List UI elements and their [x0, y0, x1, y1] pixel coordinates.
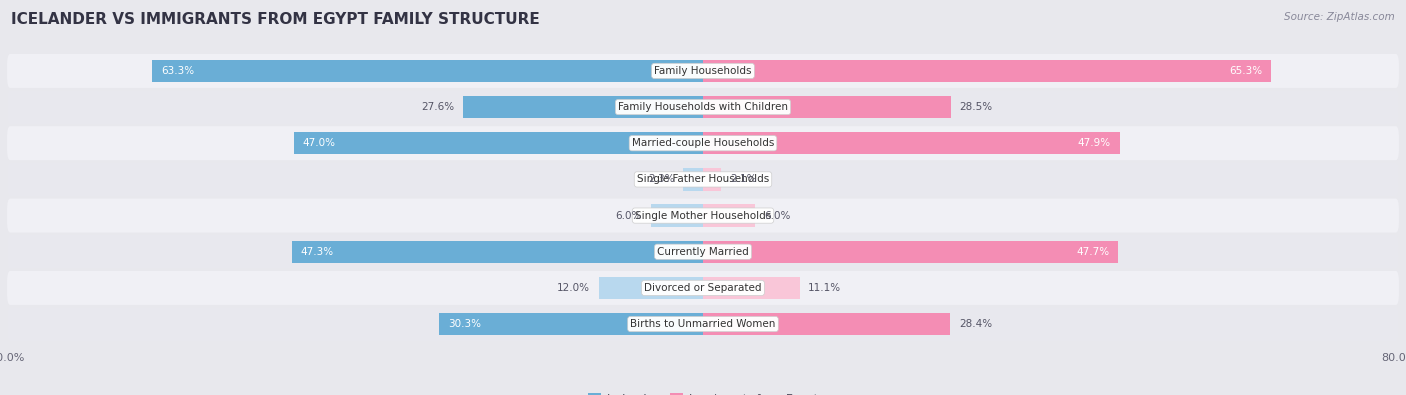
Text: 2.1%: 2.1%	[730, 175, 756, 184]
FancyBboxPatch shape	[7, 162, 1399, 196]
Bar	[651, 204, 703, 227]
Bar	[703, 277, 800, 299]
Text: Family Households with Children: Family Households with Children	[619, 102, 787, 112]
Bar	[463, 96, 703, 118]
Text: 47.0%: 47.0%	[302, 138, 336, 148]
Text: 47.9%: 47.9%	[1078, 138, 1111, 148]
Text: 47.3%: 47.3%	[301, 247, 333, 257]
Bar	[703, 204, 755, 227]
FancyBboxPatch shape	[7, 199, 1399, 233]
Text: 6.0%: 6.0%	[616, 211, 643, 220]
Text: Married-couple Households: Married-couple Households	[631, 138, 775, 148]
Text: 63.3%: 63.3%	[162, 66, 194, 76]
Text: Currently Married: Currently Married	[657, 247, 749, 257]
Bar	[703, 132, 1119, 154]
Text: 28.5%: 28.5%	[960, 102, 993, 112]
Text: Births to Unmarried Women: Births to Unmarried Women	[630, 319, 776, 329]
Legend: Icelander, Immigrants from Egypt: Icelander, Immigrants from Egypt	[583, 389, 823, 395]
Bar	[599, 277, 703, 299]
Bar	[294, 132, 703, 154]
FancyBboxPatch shape	[7, 54, 1399, 88]
Text: 47.7%: 47.7%	[1076, 247, 1109, 257]
Text: 30.3%: 30.3%	[449, 319, 481, 329]
Bar	[703, 168, 721, 191]
Text: 27.6%: 27.6%	[420, 102, 454, 112]
Text: 65.3%: 65.3%	[1229, 66, 1263, 76]
Bar	[291, 241, 703, 263]
Bar	[703, 96, 950, 118]
Bar	[683, 168, 703, 191]
Bar	[152, 60, 703, 82]
Text: 6.0%: 6.0%	[763, 211, 790, 220]
Text: Divorced or Separated: Divorced or Separated	[644, 283, 762, 293]
Bar	[703, 241, 1118, 263]
Bar	[703, 313, 950, 335]
Text: 11.1%: 11.1%	[808, 283, 841, 293]
Text: Source: ZipAtlas.com: Source: ZipAtlas.com	[1284, 12, 1395, 22]
FancyBboxPatch shape	[7, 271, 1399, 305]
Text: Single Father Households: Single Father Households	[637, 175, 769, 184]
Text: Family Households: Family Households	[654, 66, 752, 76]
FancyBboxPatch shape	[7, 90, 1399, 124]
Text: 28.4%: 28.4%	[959, 319, 991, 329]
Text: 12.0%: 12.0%	[557, 283, 591, 293]
Text: Single Mother Households: Single Mother Households	[636, 211, 770, 220]
Bar	[440, 313, 703, 335]
FancyBboxPatch shape	[7, 235, 1399, 269]
Text: ICELANDER VS IMMIGRANTS FROM EGYPT FAMILY STRUCTURE: ICELANDER VS IMMIGRANTS FROM EGYPT FAMIL…	[11, 12, 540, 27]
Text: 2.3%: 2.3%	[648, 175, 675, 184]
Bar	[703, 60, 1271, 82]
FancyBboxPatch shape	[7, 126, 1399, 160]
FancyBboxPatch shape	[7, 307, 1399, 341]
